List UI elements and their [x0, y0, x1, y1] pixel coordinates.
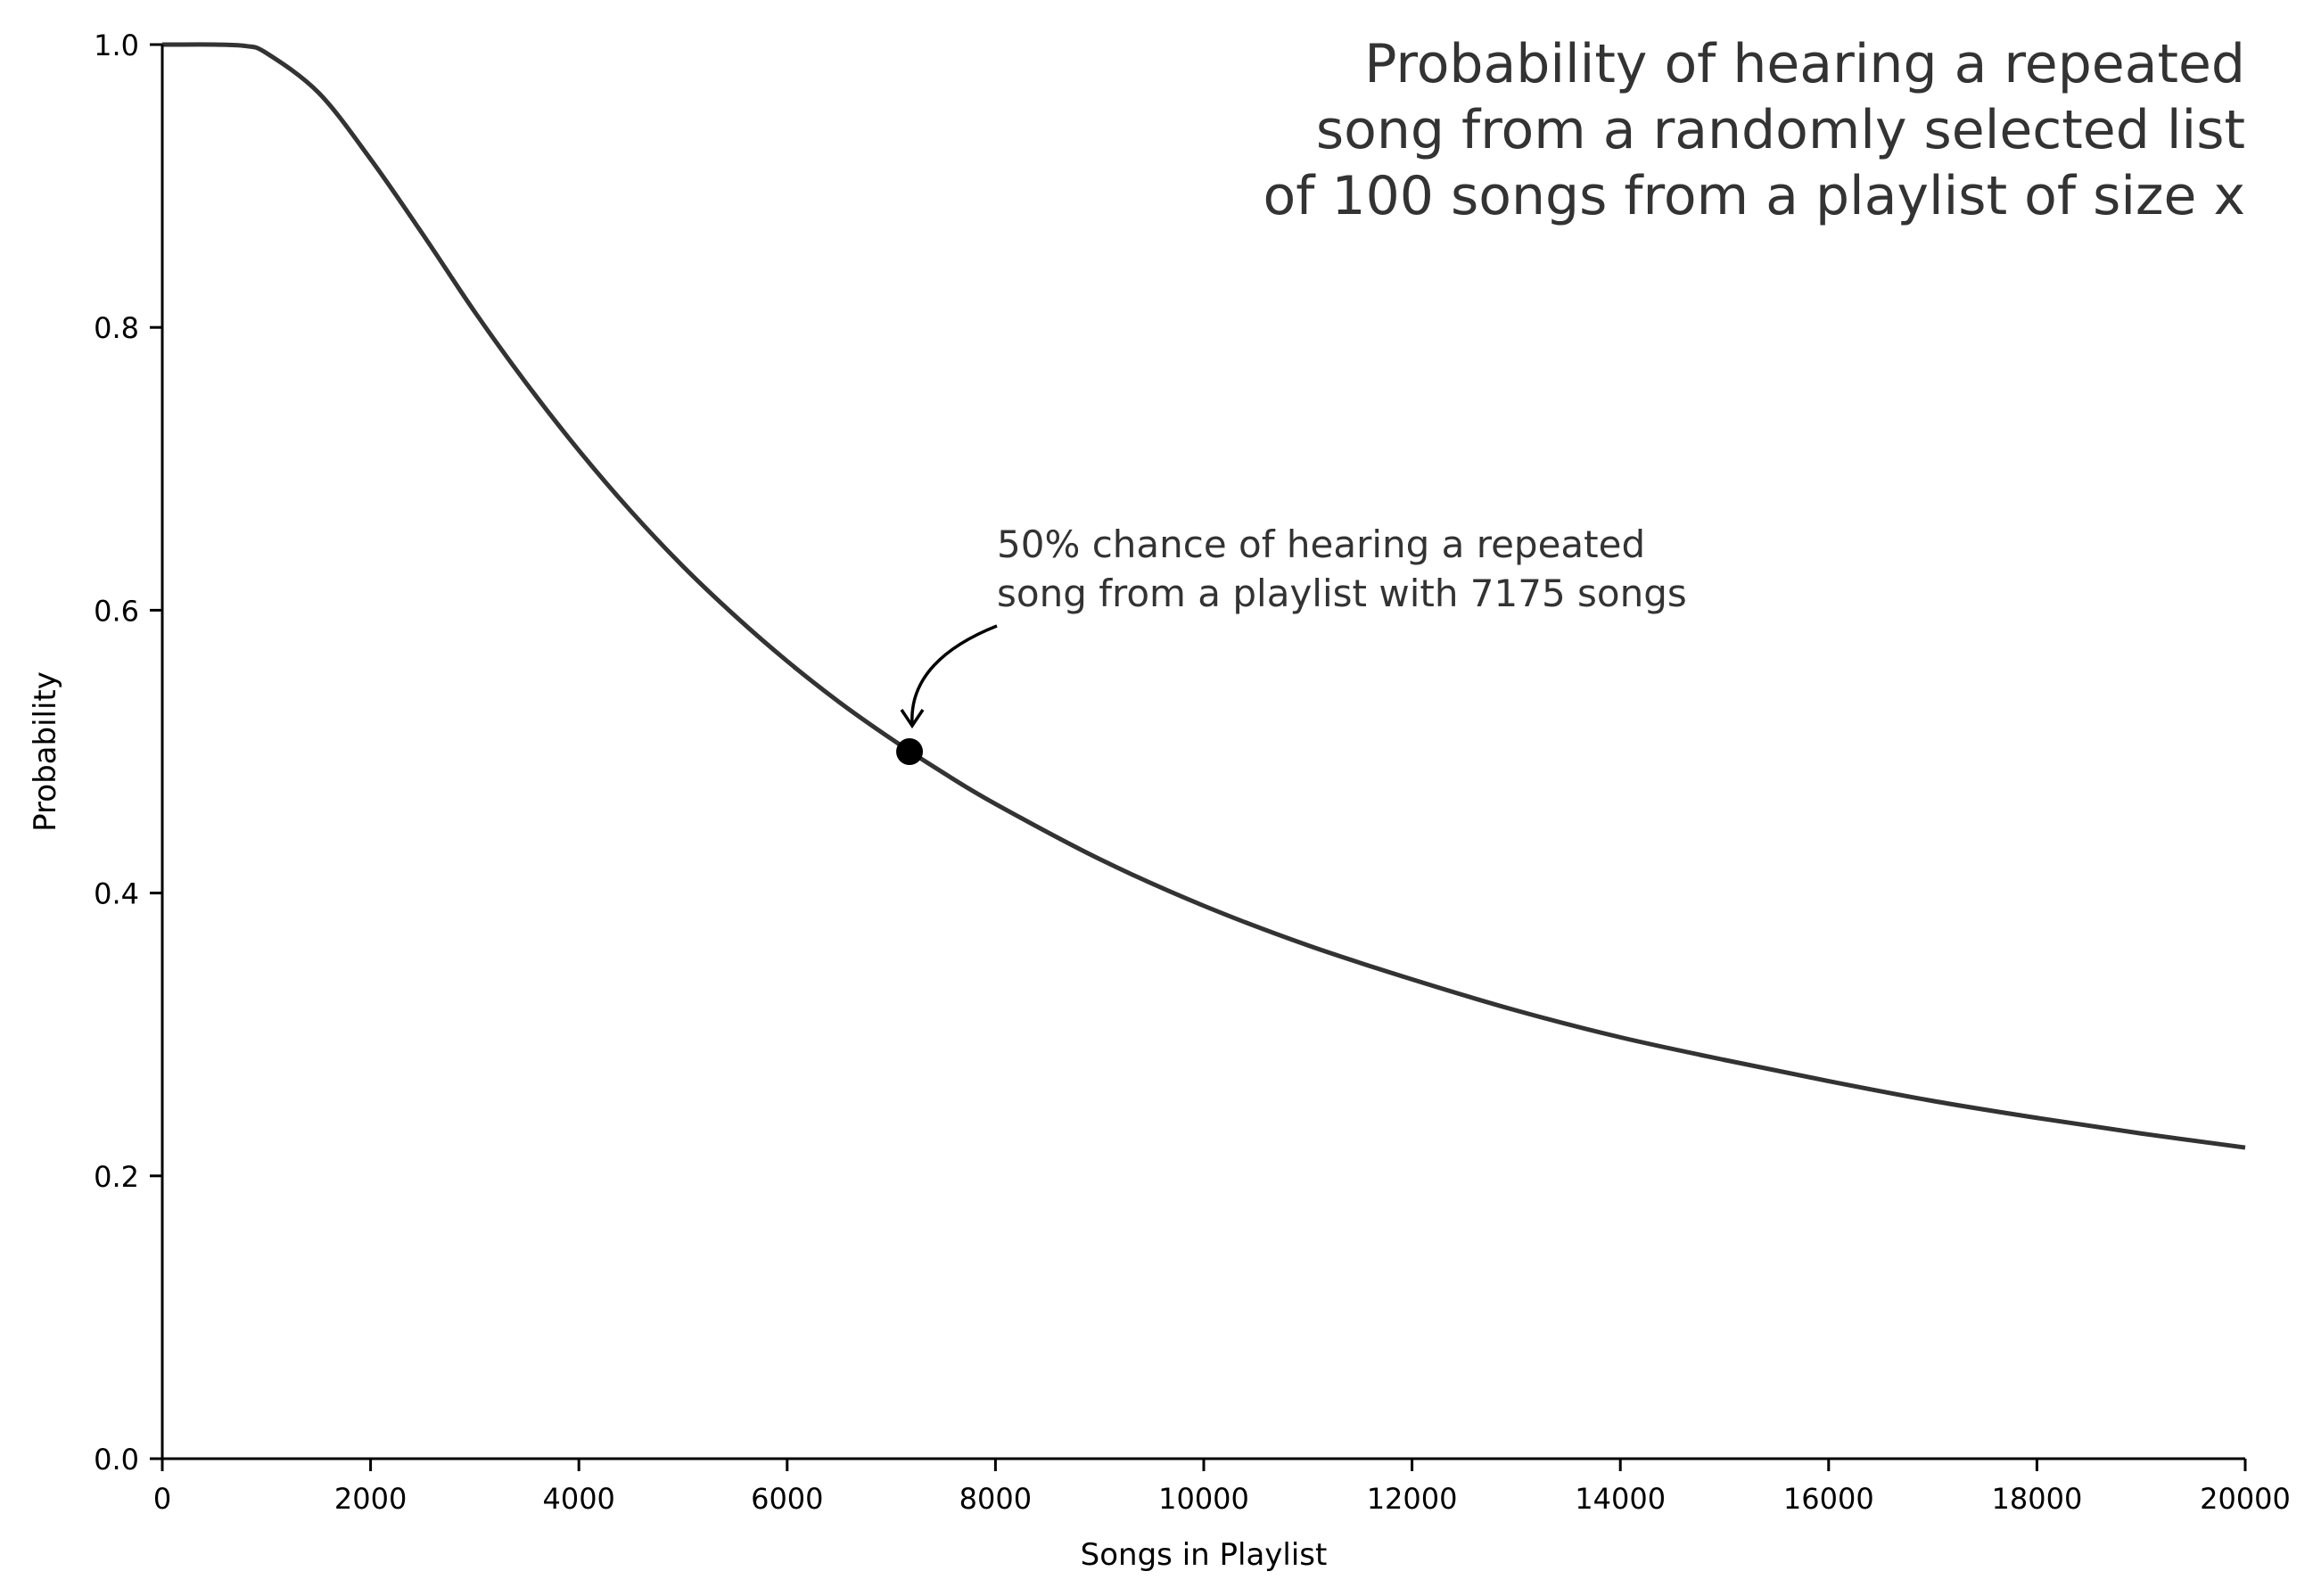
y-tick-label: 0.4 — [94, 877, 139, 911]
y-tick-label: 0.2 — [94, 1160, 139, 1194]
x-tick-label: 12000 — [1367, 1482, 1458, 1516]
title-line-1: Probability of hearing a repeated — [1364, 33, 2245, 95]
y-tick-label: 0.8 — [94, 311, 139, 345]
annotation-line-1: 50% chance of hearing a repeated — [997, 522, 1645, 566]
y-tick-label: 0.0 — [94, 1443, 139, 1477]
x-tick-label: 14000 — [1575, 1482, 1666, 1516]
x-tick-label: 18000 — [1992, 1482, 2083, 1516]
x-axis-label: Songs in Playlist — [1081, 1537, 1328, 1573]
title-line-2: song from a randomly selected list — [1316, 99, 2245, 161]
x-tick-label: 0 — [153, 1482, 171, 1516]
annotation-arrowhead — [900, 709, 925, 729]
x-tick-label: 4000 — [542, 1482, 614, 1516]
x-tick-label: 6000 — [751, 1482, 823, 1516]
title-line-3: of 100 songs from a playlist of size x — [1263, 165, 2245, 227]
y-tick-label: 1.0 — [94, 29, 139, 62]
annotation-arrow — [910, 624, 998, 725]
x-tick-label: 10000 — [1158, 1482, 1249, 1516]
x-tick-label: 20000 — [2200, 1482, 2291, 1516]
y-tick-label: 0.6 — [94, 594, 139, 628]
x-tick-label: 2000 — [334, 1482, 407, 1516]
x-tick-label: 16000 — [1783, 1482, 1874, 1516]
probability-line — [162, 42, 2246, 1150]
highlight-point — [896, 738, 924, 765]
y-axis-label: Probability — [28, 671, 63, 832]
x-tick-label: 8000 — [959, 1482, 1032, 1516]
annotation-line-2: song from a playlist with 7175 songs — [997, 572, 1687, 615]
